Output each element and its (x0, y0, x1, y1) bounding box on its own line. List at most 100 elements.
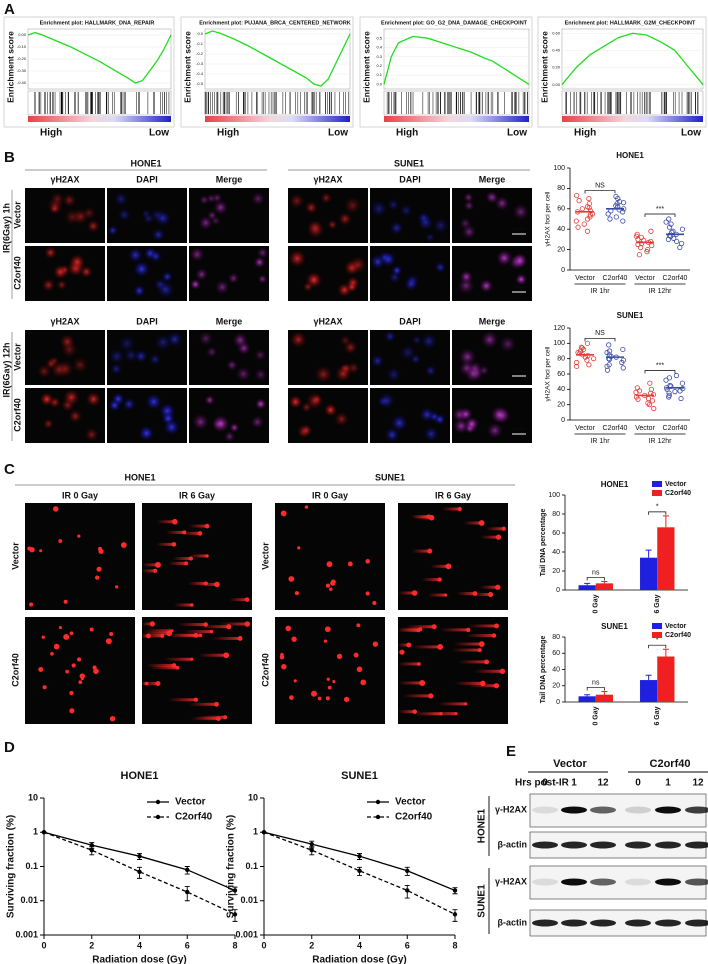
comet-head (172, 518, 178, 525)
rank-high-label: Low (149, 128, 169, 139)
y-tick-label: 80 (552, 634, 560, 641)
dot (674, 238, 680, 245)
cell (320, 191, 333, 205)
cell (496, 249, 513, 267)
comet-head (41, 635, 45, 639)
time-label: 0 (542, 778, 548, 789)
rank-low-label: High (217, 128, 239, 139)
chart-title: SUNE1 (601, 622, 628, 631)
comet-tail (156, 520, 175, 524)
channel-label: Merge (216, 316, 243, 326)
comet-head (311, 690, 317, 697)
x-tick-label: 4 (137, 940, 142, 950)
significance-label: *** (656, 362, 664, 369)
y-tick-label: 120 (553, 325, 565, 332)
cell (214, 279, 230, 295)
cell (385, 366, 403, 383)
comet-tail (398, 627, 421, 631)
channel-label: Merge (479, 174, 506, 184)
band (655, 878, 681, 886)
comet-head (223, 652, 230, 659)
bar (595, 583, 613, 590)
y-tick-label: 20 (552, 683, 560, 690)
dot (677, 388, 683, 394)
significance-label: NS (595, 182, 605, 189)
cell (434, 261, 447, 274)
y-tick-label: 40 (557, 226, 565, 233)
comet-head (343, 696, 350, 703)
dot (649, 242, 655, 249)
legend-marker (375, 814, 381, 820)
y-tick-label: 0.001 (235, 929, 258, 939)
comet-head (153, 568, 158, 573)
comet-head (499, 668, 506, 674)
comet-tail (440, 628, 469, 632)
x-tick-label: 6 (185, 940, 190, 950)
cell (343, 196, 362, 215)
legend-label: C2orf40 (395, 812, 433, 823)
comet-head (69, 690, 74, 696)
band (685, 919, 708, 927)
rank-low-label: High (396, 128, 418, 139)
enrichment-curve (561, 32, 704, 86)
dot (581, 221, 587, 227)
comet-tail (413, 712, 442, 716)
point (137, 869, 142, 875)
time-label: 12 (692, 778, 704, 789)
dot (607, 216, 613, 222)
band (532, 919, 558, 927)
error-bar (601, 580, 608, 584)
comet-tail (406, 625, 435, 629)
dot (574, 359, 580, 366)
cell-line-label: HONE1 (477, 808, 488, 843)
plot-area (561, 28, 704, 90)
comet-head (288, 576, 295, 582)
y-tick-label: 20 (552, 568, 560, 575)
chart-title: SUNE1 (617, 311, 644, 320)
cell (41, 278, 56, 292)
row-label: C2orf40 (12, 256, 22, 290)
cell (206, 210, 218, 221)
comet-head (170, 629, 174, 633)
scale-bar-label: 20 μm (513, 368, 525, 373)
dot (668, 221, 674, 227)
cell (301, 401, 313, 413)
x-tick-label: Vector (635, 275, 656, 282)
y-tick-label: 0.1 (376, 72, 382, 77)
dot (633, 233, 640, 239)
comet-head (457, 506, 462, 512)
comet-tail (177, 623, 206, 627)
comet-head (501, 526, 506, 531)
comet-head (65, 669, 70, 674)
channel-label: DAPI (136, 316, 158, 326)
comet-head (89, 627, 94, 632)
y-tick-label: 100 (553, 165, 565, 172)
comet-head (289, 695, 294, 700)
comet-head (419, 679, 426, 686)
cell (346, 281, 358, 293)
y-tick-label: 0.3 (376, 54, 382, 59)
y-tick-label: -0.40 (17, 80, 27, 85)
dot (605, 211, 611, 217)
cell (63, 389, 80, 406)
cell (399, 203, 413, 218)
cell (386, 198, 400, 212)
group-label: IR 12hr (649, 438, 673, 445)
protein-label: β-actin (498, 917, 528, 927)
comet-tail (172, 557, 191, 561)
dot (620, 365, 626, 371)
cell (461, 224, 477, 240)
cell (163, 418, 180, 436)
cell (383, 330, 397, 343)
x-tick-label: Vector (635, 425, 656, 432)
significance-bracket (648, 644, 667, 649)
legend-marker (155, 799, 161, 805)
comet-tail (458, 660, 487, 664)
comet-head (105, 638, 112, 645)
comet-head (372, 600, 377, 606)
band (685, 878, 708, 886)
comet-head (193, 697, 199, 702)
comet-tail (430, 564, 449, 568)
y-tick-label: 0.40 (552, 47, 561, 52)
time-axis-label: Hrs post-IR (515, 778, 570, 789)
